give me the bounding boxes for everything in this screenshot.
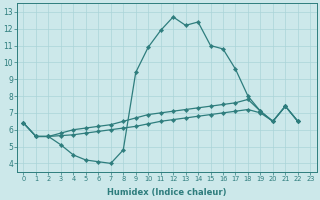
X-axis label: Humidex (Indice chaleur): Humidex (Indice chaleur) — [107, 188, 227, 197]
